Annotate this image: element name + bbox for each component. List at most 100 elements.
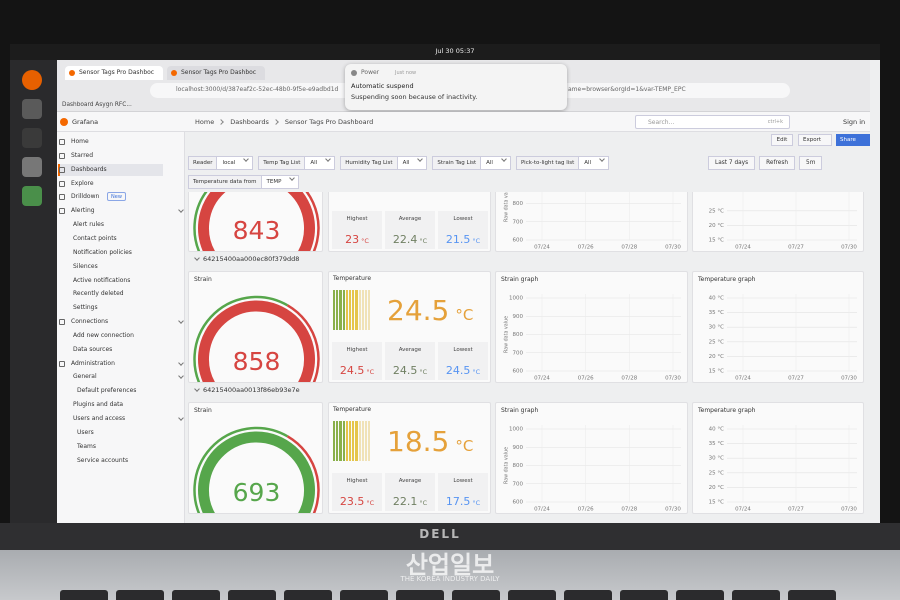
sidebar-item[interactable]: Administration (71, 359, 115, 367)
level-bar (345, 421, 348, 461)
strain-panel: Strain 693 (188, 402, 323, 514)
variable[interactable]: Reader local (188, 156, 254, 170)
brand[interactable]: Grafana (72, 118, 99, 126)
gauge-threshold (193, 192, 208, 251)
panel-graphic: 25 °C 20 °C 15 °C 07/24 07/27 07/30 (709, 192, 857, 251)
variable[interactable]: Temperature data from TEMP (188, 175, 300, 189)
row-header[interactable]: 64215400aa000ec80f379dd8 (190, 255, 299, 263)
row-header[interactable]: 64215400aa0013f86eb93e7e (190, 386, 300, 394)
y-tick-label: 15 °C (709, 369, 724, 375)
sidebar-item[interactable]: Alert rules (73, 221, 104, 229)
notification-time: Just now (395, 70, 417, 76)
browser-tab[interactable]: Sensor Tags Pro Dashboc (65, 66, 163, 80)
stat-label: Lowest (453, 347, 473, 353)
unit: °C (455, 306, 474, 324)
panel-graphic: 800 700 600 07/24 07/26 07/28 07/30 Raw data va… (504, 192, 681, 251)
notification-title: Automatic suspend (351, 82, 414, 90)
x-tick-label: 07/30 (665, 507, 681, 513)
sign-in[interactable]: Sign in (843, 118, 866, 126)
sidebar-item[interactable]: General (73, 373, 97, 381)
sidebar-item[interactable]: Service accounts (77, 456, 129, 464)
stat-box: Highest 24.5 °C (332, 342, 382, 380)
x-tick-label: 07/30 (841, 376, 857, 382)
level-bar (339, 421, 342, 461)
bookmark[interactable]: Dashboard Asygn RFC... (62, 102, 132, 108)
sidebar-item[interactable]: Drilldown (71, 193, 100, 201)
variable[interactable]: Pick-to-light tag list All (515, 156, 610, 170)
y-tick-label: 25 °C (709, 339, 724, 345)
url-tail[interactable]: ame=browser&orgId=1&var-TEMP_EPC (568, 86, 686, 93)
dock-icon[interactable] (22, 128, 42, 148)
dashboard-body: 843 Highest 23 °C Average 22.4 °C Lowest 21.5 °C 8… (188, 192, 868, 520)
panel-graphic (193, 426, 320, 513)
sidebar-item[interactable]: Alerting (71, 207, 95, 215)
panel-title: Temperature graph (698, 407, 756, 414)
url[interactable]: localhost:3000/d/387eaf2c-52ec-48b0-9f5e… (176, 86, 339, 93)
sidebar-item[interactable]: Connections (71, 318, 109, 326)
sidebar-item[interactable]: Plugins and data (73, 401, 124, 409)
share-button[interactable]: Share (836, 134, 870, 146)
value: 24.5 (445, 364, 471, 377)
dock-icon[interactable] (22, 157, 42, 177)
breadcrumb-item[interactable]: Dashboards (230, 118, 269, 126)
sidebar-item[interactable]: Contact points (73, 234, 117, 242)
gauge-threshold (193, 426, 289, 513)
level-bar (368, 290, 371, 330)
x-tick-label: 07/26 (578, 507, 594, 513)
x-tick-label: 07/30 (841, 245, 857, 251)
gauge-value: 858 (232, 347, 281, 376)
stat-box: Average 24.5 °C (385, 342, 435, 380)
variable[interactable]: Strain Tag List All (432, 156, 511, 170)
dropdown (325, 156, 332, 162)
sidebar-item[interactable]: Dashboards (71, 165, 107, 173)
breadcrumb-item[interactable]: Sensor Tags Pro Dashboard (284, 118, 374, 126)
sidebar-item[interactable]: Teams (77, 442, 96, 450)
dock-icon[interactable] (22, 70, 42, 90)
level-bar (336, 421, 339, 461)
x-tick-label: 07/28 (621, 507, 637, 513)
sidebar-item[interactable]: Users and access (73, 415, 126, 422)
edit-button[interactable]: Edit (771, 134, 793, 146)
level-bar (361, 421, 364, 461)
time-interval[interactable]: 5m (799, 156, 823, 170)
sidebar-item[interactable]: Notification policies (73, 248, 132, 256)
variable[interactable]: Temp Tag List All (258, 156, 336, 170)
variable[interactable]: Humidity Tag List All (340, 156, 428, 170)
sidebar-item[interactable]: Add new connection (73, 331, 134, 339)
sidebar-item[interactable]: Home (71, 138, 89, 145)
stat-label: Highest (346, 347, 368, 353)
breadcrumb-item[interactable]: Home (195, 118, 215, 126)
sidebar-item[interactable]: Default preferences (77, 387, 137, 395)
sidebar-item[interactable]: Silences (73, 262, 98, 270)
y-tick-label: 1000 (509, 296, 523, 302)
sidebar-item[interactable]: Explore (71, 179, 94, 187)
level-bar (358, 290, 361, 330)
stat-value: 23.5 °C (332, 490, 382, 509)
notification[interactable]: Power Just now Automatic suspend Suspending… (345, 64, 567, 110)
unit: °C (455, 437, 474, 455)
time-range[interactable]: Last 7 days (708, 156, 756, 170)
sidebar-item[interactable]: Settings (73, 304, 98, 312)
sidebar-item[interactable]: Active notifications (73, 276, 131, 284)
sidebar-item[interactable]: Starred (71, 151, 94, 159)
panel-graphic (193, 192, 320, 251)
stat-box: Average 22.4 °C (385, 211, 435, 249)
sidebar-item[interactable]: Recently deleted (73, 290, 124, 298)
time-refresh[interactable]: Refresh (759, 156, 796, 170)
tab-icon (69, 70, 75, 76)
panel-graphic: 40 °C 35 °C 30 °C 25 °C 20 °C 15 °C 07/24 07/27… (709, 294, 857, 382)
browser-tab[interactable]: Sensor Tags Pro Dashboc (167, 66, 265, 80)
value: 24.5 (387, 294, 450, 327)
dock-icon[interactable] (22, 186, 42, 206)
strain-panel: 843 (188, 192, 323, 252)
sidebar-item[interactable]: Data sources (73, 345, 113, 353)
x-tick-label: 07/30 (665, 376, 681, 382)
collapse-icon (194, 386, 200, 392)
grafana-logo (60, 118, 68, 126)
x-tick-label: 07/28 (621, 245, 637, 251)
variable-value: local (222, 160, 236, 166)
dock-icon[interactable] (22, 99, 42, 119)
search-box[interactable]: Search... ctrl+k (635, 115, 790, 129)
export-button[interactable]: Export (798, 134, 832, 146)
sidebar-item[interactable]: Users (77, 428, 94, 436)
